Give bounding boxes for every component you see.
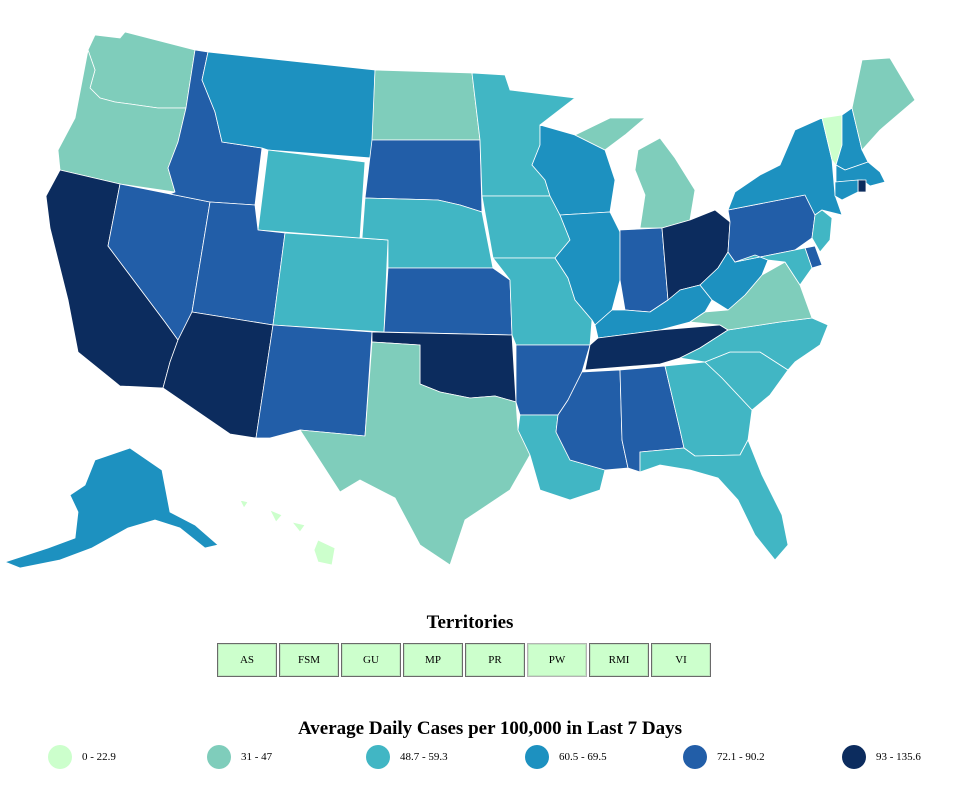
legend-swatch-icon <box>525 745 549 769</box>
legend-label: 31 - 47 <box>241 751 273 763</box>
state-rhode-island[interactable] <box>857 179 867 193</box>
legend-item: 60.5 - 69.5 <box>525 745 607 769</box>
legend-swatch-icon <box>683 745 707 769</box>
territory-button-rmi[interactable]: RMI <box>589 643 649 677</box>
state-illinois[interactable] <box>554 211 621 326</box>
territory-button-fsm[interactable]: FSM <box>279 643 339 677</box>
territory-button-mp[interactable]: MP <box>403 643 463 677</box>
legend-title: Average Daily Cases per 100,000 in Last … <box>297 718 683 739</box>
state-alaska[interactable] <box>4 447 219 569</box>
territories-row: AS FSM GU MP PR PW RMI VI <box>217 643 747 681</box>
legend-swatch-icon <box>48 745 72 769</box>
state-maine[interactable] <box>851 57 916 151</box>
state-connecticut[interactable] <box>834 179 859 201</box>
legend-label: 93 - 135.6 <box>876 751 921 763</box>
legend-item: 31 - 47 <box>207 745 272 769</box>
state-indiana[interactable] <box>619 227 669 313</box>
territory-button-pr[interactable]: PR <box>465 643 525 677</box>
legend-label: 72.1 - 90.2 <box>717 751 765 763</box>
state-montana[interactable] <box>201 51 376 159</box>
legend-swatch-icon <box>842 745 866 769</box>
us-choropleth-map <box>4 31 916 569</box>
state-florida[interactable] <box>639 439 789 561</box>
legend-swatch-icon <box>207 745 231 769</box>
state-washington[interactable] <box>87 31 196 109</box>
legend-item: 72.1 - 90.2 <box>683 745 765 769</box>
state-hawaii[interactable] <box>239 499 336 566</box>
legend-label: 0 - 22.9 <box>82 751 116 763</box>
state-maryland[interactable] <box>734 247 813 286</box>
legend-swatch-icon <box>366 745 390 769</box>
territory-button-vi[interactable]: VI <box>651 643 711 677</box>
state-wyoming[interactable] <box>257 149 366 239</box>
state-colorado[interactable] <box>272 232 389 333</box>
legend-item: 0 - 22.9 <box>48 745 116 769</box>
legend-item: 93 - 135.6 <box>842 745 921 769</box>
state-north-dakota[interactable] <box>371 69 481 141</box>
state-kansas[interactable] <box>383 267 513 336</box>
legend-label: 60.5 - 69.5 <box>559 751 607 763</box>
state-texas[interactable] <box>299 341 531 566</box>
territory-button-pw[interactable]: PW <box>527 643 587 677</box>
territories-title: Territories <box>426 612 514 633</box>
state-new-jersey[interactable] <box>811 209 833 253</box>
map-svg <box>4 31 916 569</box>
territory-button-as[interactable]: AS <box>217 643 277 677</box>
state-new-mexico[interactable] <box>255 324 373 439</box>
legend-item: 48.7 - 59.3 <box>366 745 448 769</box>
legend-label: 48.7 - 59.3 <box>400 751 448 763</box>
territory-button-gu[interactable]: GU <box>341 643 401 677</box>
legend: 0 - 22.9 31 - 47 48.7 - 59.3 60.5 - 69.5 72.… <box>0 745 960 775</box>
